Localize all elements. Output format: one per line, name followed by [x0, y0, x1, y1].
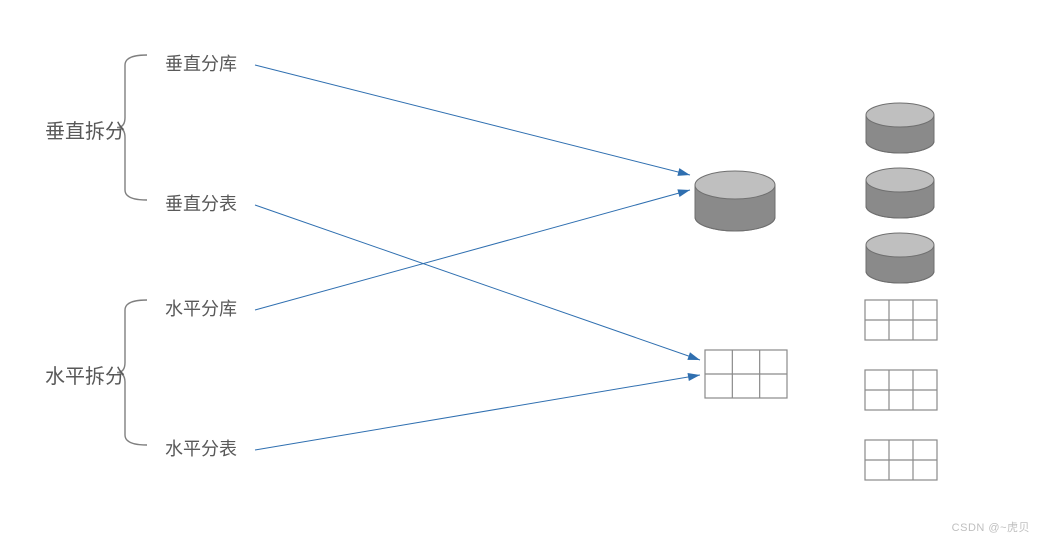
vertical-db-label: 垂直分库	[165, 50, 237, 76]
arrow-line-horizontal-table	[255, 375, 700, 450]
horizontal-split-label: 水平拆分	[45, 360, 125, 389]
database-icon-small-0	[866, 103, 934, 153]
database-icon-small-1	[866, 168, 934, 218]
table-icon-small-0	[865, 300, 937, 340]
vertical-table-label: 垂直分表	[165, 190, 237, 216]
arrow-line-vertical-db	[255, 65, 690, 175]
arrow-line-horizontal-db	[255, 190, 690, 310]
database-icon-big	[695, 171, 775, 231]
vertical-split-label: 垂直拆分	[45, 115, 125, 144]
arrow-head-vertical-table	[687, 352, 700, 360]
arrow-head-horizontal-table	[688, 373, 700, 381]
diagram-canvas	[0, 0, 1038, 539]
watermark-text: CSDN @~虎贝	[952, 519, 1030, 535]
horizontal-table-label: 水平分表	[165, 435, 237, 461]
table-icon-big	[705, 350, 787, 398]
arrow-head-vertical-db	[677, 168, 690, 176]
database-icon-small-2	[866, 233, 934, 283]
horizontal-db-label: 水平分库	[165, 295, 237, 321]
arrow-line-vertical-table	[255, 205, 700, 360]
table-icon-small-1	[865, 370, 937, 410]
arrow-head-horizontal-db	[677, 189, 690, 197]
table-icon-small-2	[865, 440, 937, 480]
